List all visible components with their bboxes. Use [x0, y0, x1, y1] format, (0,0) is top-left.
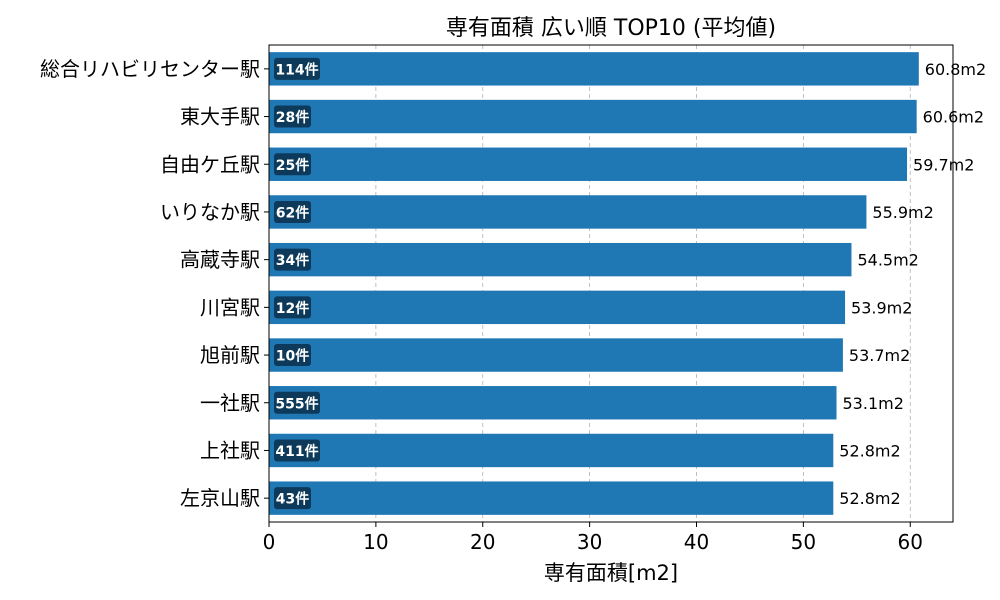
category-label: 川宮駅 [200, 295, 260, 319]
category-label: 一社駅 [200, 391, 260, 415]
chart-title: 専有面積 広い順 TOP10 (平均値) [446, 16, 776, 41]
bar [269, 481, 834, 515]
y-axis-tick-labels: 総合リハビリセンター駅東大手駅自由ケ丘駅いりなか駅高蔵寺駅川宮駅旭前駅一社駅上社… [40, 57, 269, 510]
count-badge [274, 296, 311, 319]
count-badge [274, 344, 311, 367]
bar [269, 99, 917, 134]
bar [269, 433, 834, 468]
value-label: 53.9m2 [851, 298, 912, 317]
count-badge [274, 391, 320, 414]
count-label: 10件 [276, 348, 309, 365]
value-label: 53.7m2 [849, 346, 910, 365]
x-tick-label: 0 [263, 530, 276, 554]
x-tick-label: 60 [898, 530, 923, 554]
x-axis-ticks: 0 10 20 30 40 50 60 [263, 522, 923, 554]
count-label: 34件 [276, 252, 309, 269]
count-badge [274, 57, 320, 80]
value-label: 53.1m2 [843, 394, 904, 413]
value-label: 59.7m2 [913, 155, 974, 174]
x-tick-label: 20 [470, 530, 495, 554]
plot-frame [268, 44, 954, 523]
bar [269, 242, 852, 277]
x-tick-label: 50 [791, 530, 816, 554]
count-badge [274, 248, 311, 271]
value-label: 55.9m2 [872, 203, 933, 222]
count-label: 411件 [275, 443, 318, 460]
count-label: 28件 [276, 109, 309, 126]
value-label: 52.8m2 [839, 441, 900, 460]
category-label: 旭前駅 [200, 343, 260, 367]
count-badge [274, 439, 320, 462]
count-badge [274, 200, 311, 223]
value-label: 52.8m2 [839, 489, 900, 508]
count-label: 25件 [276, 157, 309, 174]
bar [269, 290, 846, 325]
value-label: 60.8m2 [925, 60, 986, 79]
count-label: 12件 [276, 300, 309, 317]
count-badge [274, 487, 311, 510]
category-label: 上社駅 [200, 438, 260, 462]
x-tick-label: 10 [363, 530, 388, 554]
count-label: 114件 [275, 61, 318, 78]
count-badge [274, 105, 311, 128]
count-label: 62件 [276, 204, 309, 221]
bar [269, 338, 843, 372]
bar [269, 147, 908, 181]
bar [269, 195, 867, 229]
category-label: 総合リハビリセンター駅 [40, 57, 260, 81]
count-label: 43件 [276, 491, 309, 508]
x-axis-label: 専有面積[m2] [544, 561, 678, 585]
bars: 60.8m2114件60.6m228件59.7m225件55.9m262件54.… [269, 52, 986, 515]
bar [269, 386, 837, 420]
value-label: 54.5m2 [857, 251, 918, 270]
category-label: 高蔵寺駅 [180, 248, 260, 272]
bar [269, 52, 919, 86]
x-tick-label: 30 [577, 530, 602, 554]
category-label: 左京山駅 [180, 486, 260, 510]
category-label: いりなか駅 [160, 200, 260, 224]
count-badge [274, 153, 311, 176]
category-label: 自由ケ丘駅 [160, 152, 260, 176]
x-tick-label: 40 [684, 530, 709, 554]
count-label: 555件 [275, 395, 318, 412]
category-label: 東大手駅 [180, 105, 260, 129]
